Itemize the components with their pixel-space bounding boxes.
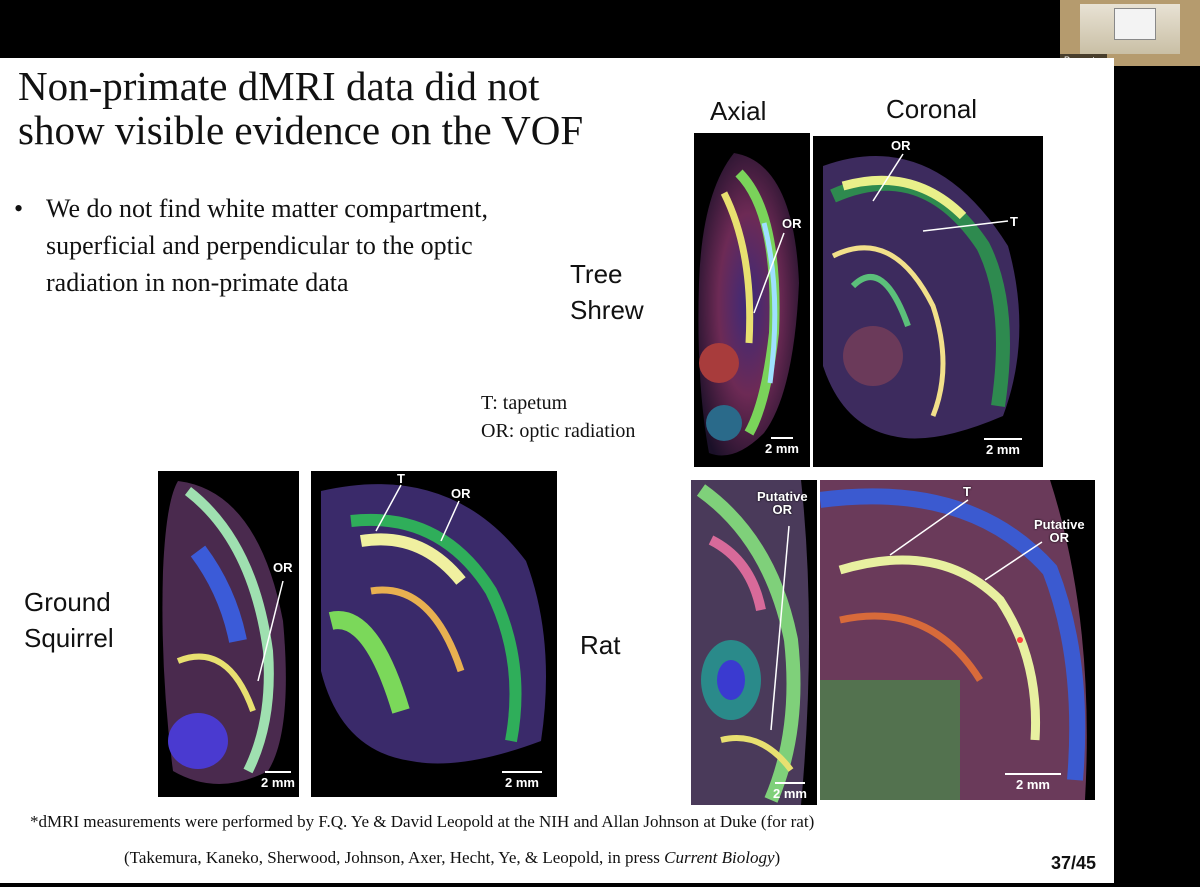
label-tree-shrew: Tree Shrew bbox=[570, 259, 644, 325]
annotation-putative-or-rat-axial: Putative OR bbox=[757, 489, 808, 517]
scale-bar-label: 2 mm bbox=[261, 775, 295, 790]
scale-bar-line bbox=[775, 782, 805, 784]
footnote-measurements: *dMRI measurements were performed by F.Q… bbox=[30, 812, 815, 831]
tree-shrew-coronal-image: OR T 2 mm bbox=[813, 136, 1043, 467]
rat-axial-image: Putative OR 2 mm bbox=[691, 480, 817, 805]
scale-bar-rat-axial: 2 mm bbox=[767, 782, 813, 801]
annotation-or-ground-squirrel-axial: OR bbox=[273, 560, 293, 575]
rat-coronal-image: T Putative OR 2 mm bbox=[820, 480, 1095, 800]
scale-bar-label: 2 mm bbox=[773, 786, 807, 801]
scale-bar-line bbox=[265, 771, 291, 773]
annotation-t-ground-squirrel-coronal: T bbox=[397, 471, 405, 486]
citation-close: ) bbox=[774, 848, 781, 867]
bullet-text: We do not find white matter compartment,… bbox=[46, 194, 488, 297]
presenter-video-thumbnail[interactable]: Presenter bbox=[1060, 0, 1200, 66]
ground-squirrel-coronal-image: T OR 2 mm bbox=[311, 471, 557, 797]
slide: Non-primate dMRI data did not show visib… bbox=[0, 58, 1114, 883]
scale-bar-line bbox=[771, 437, 793, 439]
scale-bar-label: 2 mm bbox=[986, 442, 1020, 457]
annotation-or-ground-squirrel-coronal: OR bbox=[451, 486, 471, 501]
scale-bar-rat-coronal: 2 mm bbox=[1000, 773, 1066, 792]
annotation-putative-or-rat-coronal: Putative OR bbox=[1034, 517, 1085, 545]
label-ground-squirrel: Ground Squirrel bbox=[24, 587, 114, 653]
legend-tapetum: T: tapetum bbox=[481, 392, 568, 414]
annotation-or-tree-shrew-coronal: OR bbox=[891, 138, 911, 153]
scale-bar-line bbox=[502, 771, 542, 773]
label-axial: Axial bbox=[710, 96, 767, 126]
slide-title: Non-primate dMRI data did not show visib… bbox=[18, 63, 584, 153]
tree-shrew-axial-image: OR 2 mm bbox=[694, 133, 810, 467]
scale-bar-label: 2 mm bbox=[505, 775, 539, 790]
annotation-t-tree-shrew-coronal: T bbox=[1010, 214, 1018, 229]
label-rat: Rat bbox=[580, 630, 621, 660]
scale-bar-line bbox=[984, 438, 1022, 440]
scale-bar-tree-shrew-axial: 2 mm bbox=[754, 437, 810, 456]
footnote-citation: (Takemura, Kaneko, Sherwood, Johnson, Ax… bbox=[124, 848, 780, 868]
annotation-t-rat-coronal: T bbox=[963, 484, 971, 499]
ground-squirrel-axial-image: OR 2 mm bbox=[158, 471, 299, 797]
scale-bar-label: 2 mm bbox=[765, 441, 799, 456]
page-number: 37/45 bbox=[1050, 853, 1096, 873]
scale-bar-line bbox=[1005, 773, 1061, 775]
label-coronal: Coronal bbox=[886, 94, 978, 124]
legend-optic-radiation: OR: optic radiation bbox=[481, 420, 636, 442]
scale-bar-tree-shrew-coronal: 2 mm bbox=[973, 438, 1033, 457]
scale-bar-ground-squirrel-coronal: 2 mm bbox=[493, 771, 551, 790]
citation-authors: (Takemura, Kaneko, Sherwood, Johnson, Ax… bbox=[124, 848, 665, 867]
scale-bar-label: 2 mm bbox=[1016, 777, 1050, 792]
citation-journal: Current Biology bbox=[664, 848, 775, 867]
bullet-marker: • bbox=[14, 194, 24, 223]
presenter-projection-screen bbox=[1114, 8, 1156, 40]
annotation-or-tree-shrew-axial: OR bbox=[782, 216, 802, 231]
scale-bar-ground-squirrel-axial: 2 mm bbox=[258, 771, 298, 790]
